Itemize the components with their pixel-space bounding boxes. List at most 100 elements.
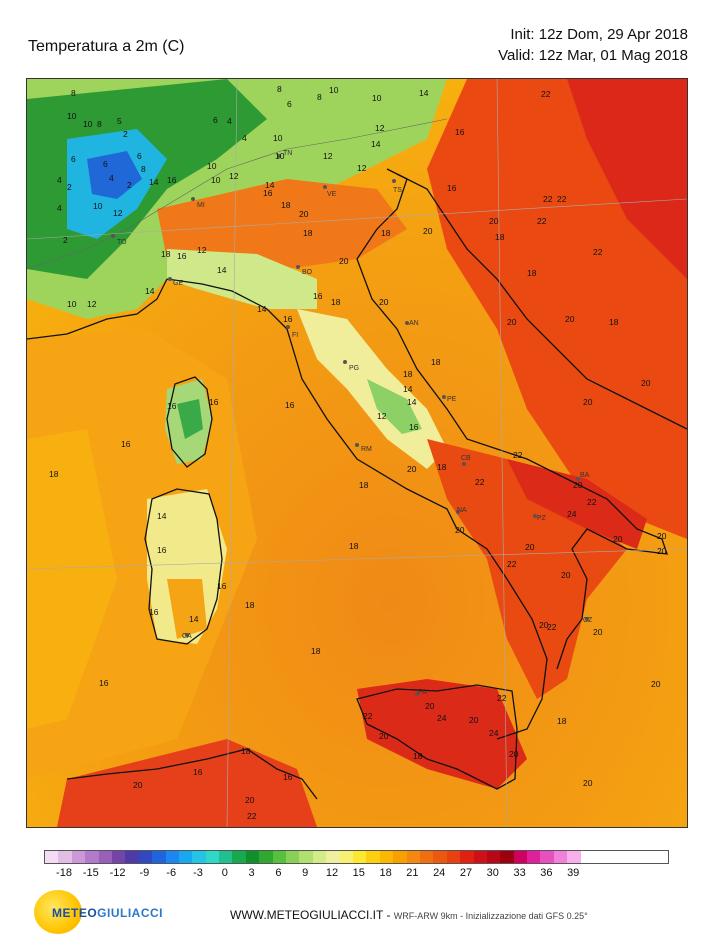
temp-label: 22	[557, 194, 567, 204]
legend-color-swatch	[58, 851, 72, 863]
city-label-pg: PG	[349, 365, 359, 372]
temp-label: 20	[299, 209, 309, 219]
city-dot-ts	[392, 179, 396, 183]
temp-label: 22	[513, 450, 523, 460]
temp-label: 20	[583, 778, 593, 788]
legend-color-swatch	[205, 851, 220, 863]
temp-label: 14	[407, 397, 417, 407]
temp-label: 18	[349, 541, 359, 551]
temp-label: 22	[543, 194, 553, 204]
temp-label: 4	[57, 175, 62, 185]
temp-label: 16	[177, 251, 187, 261]
legend-color-swatch	[178, 851, 193, 863]
temp-label: 22	[547, 622, 557, 632]
temp-label: 16	[149, 607, 159, 617]
city-label-ts: TS	[393, 187, 402, 194]
sun-icon	[34, 890, 82, 934]
temp-label: 24	[489, 728, 499, 738]
temp-label: 16	[285, 400, 295, 410]
legend-tick-label: 15	[352, 867, 365, 879]
grid-line-2	[27, 548, 687, 570]
temp-label: 10	[93, 201, 103, 211]
city-dot-pa	[415, 692, 419, 696]
legend-tick-label: 36	[540, 867, 553, 879]
temp-label: 18	[359, 480, 369, 490]
temp-label: 20	[583, 397, 593, 407]
temp-label: 10	[372, 93, 382, 103]
city-label-to: TO	[117, 239, 127, 246]
temp-label: 16	[409, 422, 419, 432]
temp-label: 14	[257, 304, 267, 314]
legend-color-swatch	[393, 851, 407, 863]
temp-label: 22	[587, 497, 597, 507]
temp-label: 18	[413, 751, 423, 761]
temp-label: 10	[67, 299, 77, 309]
grid-line-1	[27, 198, 687, 240]
temp-label: 20	[379, 297, 389, 307]
legend-color-swatch	[473, 851, 487, 863]
legend-color-swatch	[352, 851, 367, 863]
temp-label: 16	[217, 581, 227, 591]
temp-label: 16	[167, 175, 177, 185]
color-scale-ticks: -18 -15 -12 -9 -6 -3 0 3 6 9 12 15 18 21 24 27 30 33 36 39	[44, 867, 669, 883]
temp-label: 14	[419, 88, 429, 98]
city-dot-rm	[355, 443, 359, 447]
temp-label: 14	[149, 177, 159, 187]
legend-color-swatch	[259, 851, 273, 863]
legend-tick-label: 30	[486, 867, 499, 879]
temp-label: 10	[207, 161, 217, 171]
zone-far-west	[27, 429, 117, 729]
zone-corsica-cold	[177, 399, 203, 439]
legend-color-swatch	[486, 851, 501, 863]
temp-label: 22	[497, 693, 507, 703]
legend-tick-label: 12	[325, 867, 339, 879]
temp-label: 16	[283, 314, 293, 324]
legend-color-swatch	[245, 851, 260, 863]
legend-color-swatch	[379, 851, 394, 863]
temp-label: 20	[539, 620, 549, 630]
temp-label: 14	[403, 384, 413, 394]
temp-label: 18	[431, 357, 441, 367]
coast-france	[27, 278, 168, 340]
temp-label: 16	[209, 397, 219, 407]
legend-tick-label: -18	[56, 867, 72, 879]
city-dot-to	[111, 234, 115, 238]
temp-label: 22	[507, 559, 517, 569]
temp-label: 20	[561, 570, 571, 580]
legend-color-swatch	[45, 851, 59, 863]
temp-label: 8	[277, 84, 282, 94]
temperature-map: MI TO GE VE TN TS BO FI AN PG PE RM CB	[26, 78, 688, 828]
coastlines	[27, 168, 687, 800]
legend-tick-label: 0	[221, 867, 228, 879]
temp-label: 16	[99, 678, 109, 688]
legend-tick-label: -15	[82, 867, 99, 879]
temp-label: 20	[613, 534, 623, 544]
site-url: WWW.METEOGIULIACCI.IT	[230, 908, 384, 922]
legend-color-swatch	[312, 851, 327, 863]
city-label-an: AN	[409, 320, 419, 327]
city-dot-tn	[277, 154, 281, 158]
temp-label: 20	[455, 525, 465, 535]
legend-tick-label: -3	[193, 867, 203, 879]
city-dot-mi	[191, 197, 195, 201]
temp-label: 18	[403, 369, 413, 379]
legend-color-swatch	[460, 851, 474, 863]
legend-color-swatch	[152, 851, 166, 863]
temp-label: 18	[495, 232, 505, 242]
temp-label: 4	[227, 116, 232, 126]
coast-sardinia	[144, 488, 223, 645]
temp-label: 16	[121, 439, 131, 449]
city-markers: MI TO GE VE TN TS BO FI AN PG PE RM CB	[111, 150, 593, 696]
temp-label: 22	[537, 216, 547, 226]
city-dot-pz	[533, 514, 537, 518]
city-dot-cz	[585, 617, 589, 621]
temp-label: 12	[229, 171, 239, 181]
temp-label: 20	[407, 464, 417, 474]
temp-label: 20	[509, 749, 519, 759]
temp-label: 16	[455, 127, 465, 137]
temp-label: 20	[565, 314, 575, 324]
temp-label: 16	[157, 545, 167, 555]
legend-color-swatch	[406, 851, 420, 863]
city-label-cb: CB	[461, 455, 471, 462]
legend-color-swatch	[366, 851, 380, 863]
